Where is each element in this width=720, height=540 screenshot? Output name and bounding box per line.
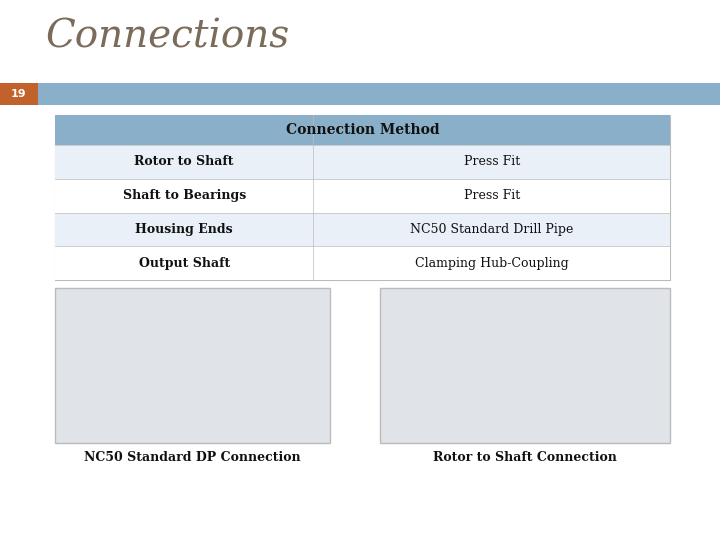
Text: Shaft to Bearings: Shaft to Bearings bbox=[122, 189, 246, 202]
Text: Press Fit: Press Fit bbox=[464, 189, 520, 202]
Text: Rotor to Shaft Connection: Rotor to Shaft Connection bbox=[433, 451, 617, 464]
Text: Press Fit: Press Fit bbox=[464, 156, 520, 168]
Text: Housing Ends: Housing Ends bbox=[135, 223, 233, 236]
Bar bbox=[55, 213, 670, 246]
Bar bbox=[0, 83, 38, 105]
Bar bbox=[380, 288, 670, 443]
Bar bbox=[55, 246, 670, 280]
Bar bbox=[55, 115, 670, 280]
Bar bbox=[55, 115, 670, 145]
Text: Connection Method: Connection Method bbox=[286, 123, 439, 137]
Bar bbox=[55, 145, 670, 179]
Text: 19: 19 bbox=[12, 89, 27, 99]
Text: Connections: Connections bbox=[45, 18, 289, 55]
Text: Rotor to Shaft: Rotor to Shaft bbox=[135, 156, 234, 168]
Text: NC50 Standard DP Connection: NC50 Standard DP Connection bbox=[84, 451, 301, 464]
Text: NC50 Standard Drill Pipe: NC50 Standard Drill Pipe bbox=[410, 223, 573, 236]
Bar bbox=[0, 83, 720, 105]
Text: Output Shaft: Output Shaft bbox=[138, 256, 230, 269]
Bar bbox=[55, 288, 330, 443]
Text: Clamping Hub-Coupling: Clamping Hub-Coupling bbox=[415, 256, 569, 269]
Bar bbox=[55, 179, 670, 213]
